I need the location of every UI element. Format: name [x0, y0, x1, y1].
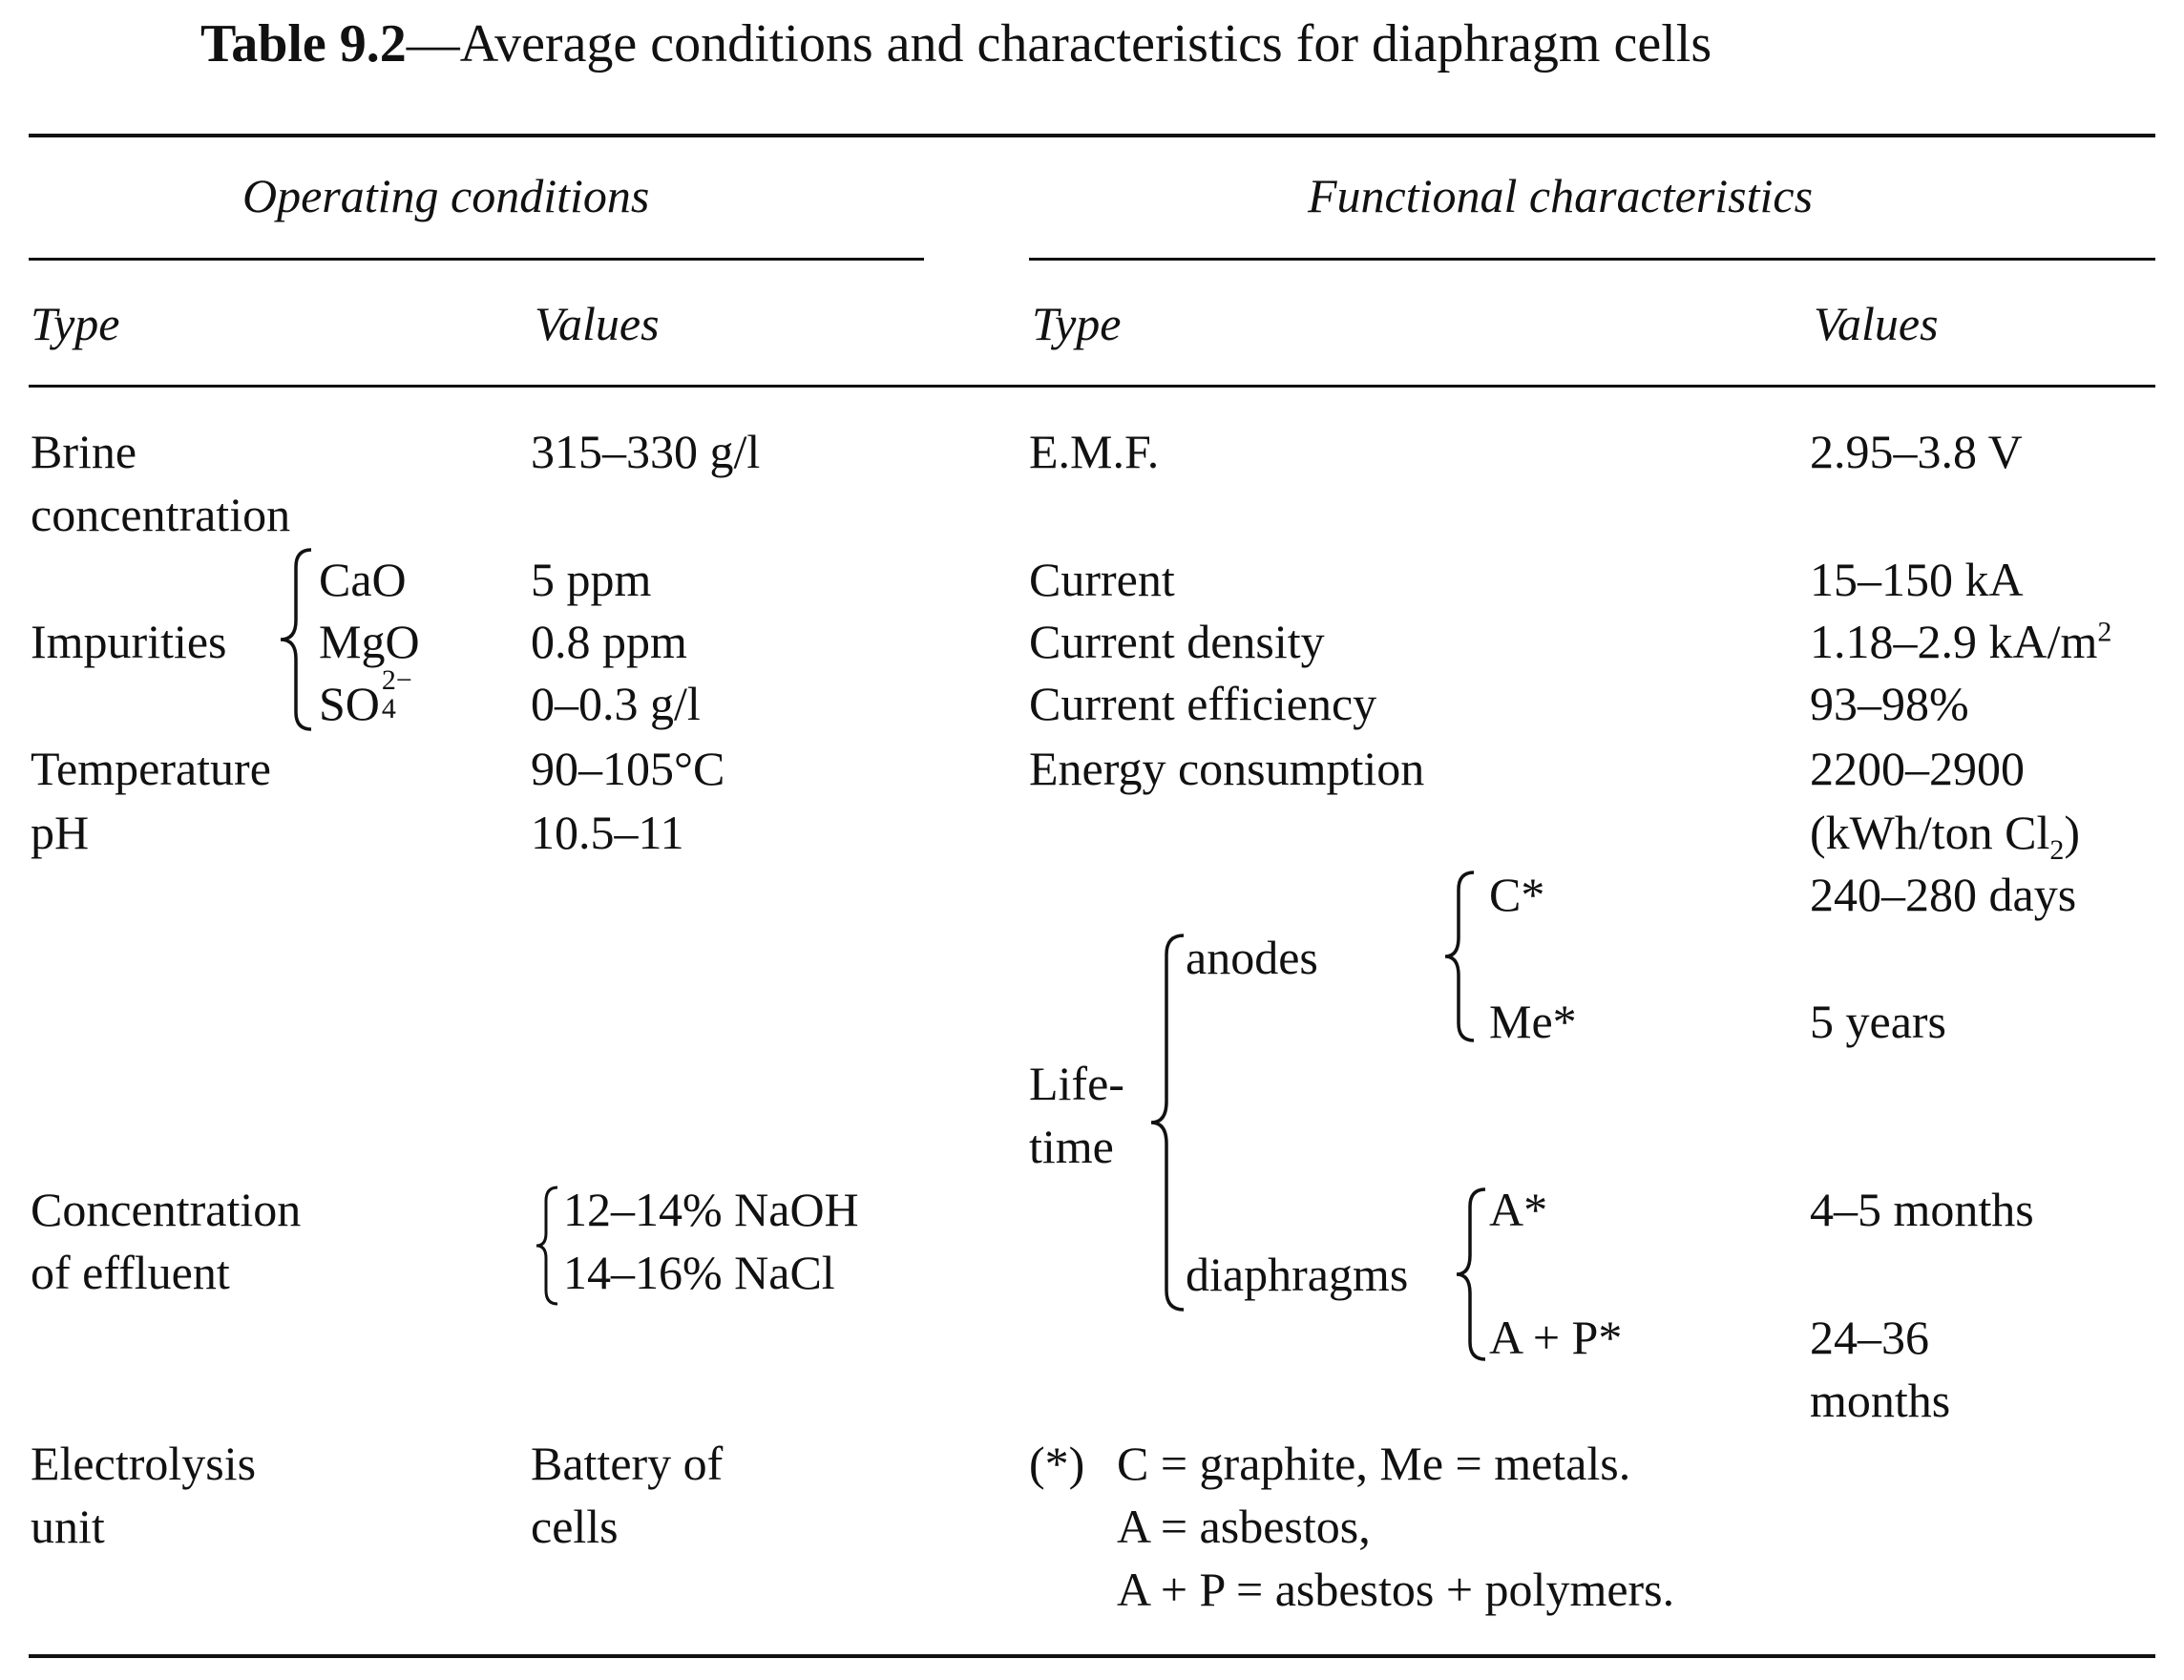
header-rule: [29, 385, 2155, 388]
current-efficiency-label: Current efficiency: [1029, 677, 1377, 730]
type-column-header-right: Type: [1032, 297, 1122, 350]
impurities-label: Impurities: [31, 615, 227, 668]
title-text: Average conditions and characteristics f…: [459, 14, 1712, 74]
effluent-value-line2: 14–16% NaCl: [563, 1246, 835, 1299]
title-dash: —: [406, 14, 460, 74]
values-column-header-right: Values: [1814, 297, 1939, 350]
effluent-label-line2: of effluent: [31, 1246, 230, 1299]
so4-value: 0–0.3 g/l: [531, 677, 701, 730]
diaphragms-label: diaphragms: [1186, 1248, 1409, 1301]
ap-star-label: A + P*: [1489, 1311, 1623, 1364]
ph-label: pH: [31, 806, 90, 859]
footnote-marker: (*): [1029, 1437, 1085, 1490]
lifetime-label-line2: time: [1029, 1120, 1114, 1173]
footnote-line1: C = graphite, Me = metals.: [1117, 1437, 1631, 1490]
me-star-label: Me*: [1489, 995, 1577, 1048]
energy-consumption-value-line1: 2200–2900: [1810, 742, 2025, 795]
anodes-label: anodes: [1186, 931, 1318, 984]
electrolysis-value-line2: cells: [531, 1500, 619, 1553]
top-rule: [29, 134, 2155, 137]
ap-star-value-line2: months: [1810, 1374, 1951, 1427]
electrolysis-value-line1: Battery of: [531, 1437, 724, 1490]
ap-star-value-line1: 24–36: [1810, 1311, 1929, 1364]
energy-consumption-label: Energy consumption: [1029, 742, 1425, 795]
temperature-value: 90–105°C: [531, 742, 725, 795]
functional-characteristics-header: Functional characteristics: [1308, 169, 1814, 222]
values-column-header-left: Values: [535, 297, 660, 350]
diaphragms-brace: [1456, 1187, 1486, 1361]
electrolysis-label-line1: Electrolysis: [31, 1437, 257, 1490]
temperature-label: Temperature: [31, 742, 271, 795]
current-density-value: 1.18–2.9 kA/m2: [1810, 615, 2112, 668]
a-star-value: 4–5 months: [1810, 1183, 2034, 1236]
footnote-line2: A = asbestos,: [1117, 1500, 1371, 1553]
current-efficiency-value: 93–98%: [1810, 677, 1969, 730]
a-star-label: A*: [1489, 1183, 1548, 1236]
table-title: Table 9.2—Average conditions and charact…: [200, 17, 1712, 71]
effluent-brace: [536, 1186, 558, 1306]
so4-label: SO 2− 4: [319, 664, 412, 730]
energy-consumption-value-line2: (kWh/ton Cl2): [1810, 806, 2081, 866]
lifetime-brace: [1150, 934, 1185, 1312]
anodes-brace: [1444, 871, 1475, 1042]
operating-conditions-header: Operating conditions: [242, 169, 650, 222]
current-density-label: Current density: [1029, 615, 1325, 668]
type-column-header-left: Type: [31, 297, 120, 350]
current-label: Current: [1029, 553, 1175, 606]
emf-value: 2.95–3.8 V: [1810, 425, 2023, 478]
brine-label-line1: Brine: [31, 425, 137, 478]
c-star-value: 240–280 days: [1810, 868, 2077, 921]
current-value: 15–150 kA: [1810, 553, 2024, 606]
emf-label: E.M.F.: [1029, 425, 1160, 478]
bottom-rule: [29, 1654, 2155, 1658]
table-number: Table 9.2: [200, 14, 407, 74]
impurities-brace: [280, 548, 312, 731]
electrolysis-label-line2: unit: [31, 1500, 105, 1553]
effluent-label-line1: Concentration: [31, 1183, 302, 1236]
effluent-value-line1: 12–14% NaOH: [563, 1183, 859, 1236]
me-star-value: 5 years: [1810, 995, 1946, 1048]
cao-value: 5 ppm: [531, 553, 652, 606]
brine-label-line2: concentration: [31, 488, 291, 541]
cao-label: CaO: [319, 553, 407, 606]
mgo-label: MgO: [319, 615, 420, 668]
mgo-value: 0.8 ppm: [531, 615, 687, 668]
footnote-line3: A + P = asbestos + polymers.: [1117, 1563, 1675, 1616]
c-star-label: C*: [1489, 868, 1545, 921]
functional-group-rule: [1029, 258, 2155, 261]
lifetime-label-line1: Life-: [1029, 1057, 1124, 1110]
brine-value: 315–330 g/l: [531, 425, 761, 478]
ph-value: 10.5–11: [531, 806, 684, 859]
operating-group-rule: [29, 258, 924, 261]
